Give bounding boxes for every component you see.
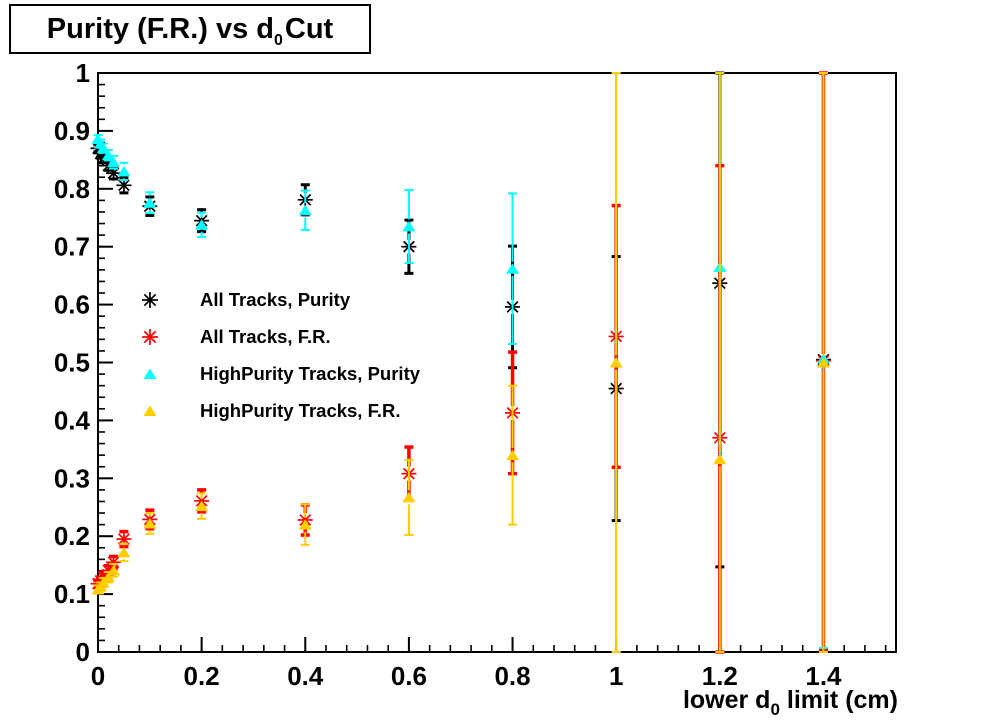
plot-title: Purity (F.R.) vs d 0 Cut	[9, 4, 371, 54]
triangle-marker	[117, 165, 131, 177]
y-tick-label: 0.5	[54, 348, 90, 378]
triangle-marker	[107, 564, 121, 576]
y-tick-label: 0.3	[54, 463, 90, 493]
y-tick-label: 0.8	[54, 174, 90, 204]
legend-label: HighPurity Tracks, F.R.	[200, 400, 400, 421]
x-tick-label: 0.2	[184, 661, 220, 691]
legend-label: All Tracks, Purity	[200, 289, 351, 310]
triangle-marker	[101, 149, 115, 161]
y-tick-label: 0.6	[54, 290, 90, 320]
legend-item-all-tracks-fr: All Tracks, F.R.	[142, 326, 331, 347]
triangle-marker	[117, 546, 131, 558]
triangle-marker	[143, 517, 157, 529]
legend-label: All Tracks, F.R.	[200, 326, 331, 347]
x-tick-label: 1.2	[702, 661, 738, 691]
triangle-marker	[609, 357, 623, 368]
x-axis-title: lower d0 limit (cm)	[683, 686, 898, 719]
x-tick-label: 0.8	[494, 661, 530, 691]
triangle-marker	[402, 491, 416, 503]
triangle-marker	[107, 156, 121, 168]
x-tick-label: 0.4	[287, 661, 324, 691]
x-tick-label: 1	[609, 661, 623, 691]
triangle-marker	[143, 368, 157, 379]
y-tick-label: 0.9	[54, 116, 90, 146]
plot-title-subscript: 0	[274, 32, 283, 49]
triangle-marker	[402, 220, 416, 232]
triangle-marker	[298, 204, 312, 216]
triangle-marker	[101, 571, 115, 583]
legend: All Tracks, Purity All Tracks, F.R. HighPu…	[142, 289, 421, 421]
axes: 0 0.1 0.2 0.3 0.4 0.5 0.6 0.7 0.8 0.9 1 0 0.2 0.4 0.6 0…	[54, 58, 898, 719]
y-tick-label: 0.4	[54, 405, 91, 435]
x-tick-label: 0.6	[391, 661, 427, 691]
legend-item-highpurity-tracks-fr: HighPurity Tracks, F.R.	[143, 400, 400, 421]
triangle-marker	[816, 357, 830, 368]
triangle-marker	[143, 405, 157, 416]
y-tick-label: 0.2	[54, 521, 90, 551]
y-tick-label: 1	[76, 58, 90, 88]
triangle-marker	[713, 453, 727, 465]
plot-title-suffix: Cut	[284, 12, 334, 45]
legend-label: HighPurity Tracks, Purity	[200, 363, 421, 384]
asterisk-marker	[142, 292, 158, 308]
triangle-marker	[506, 449, 520, 461]
x-tick-label: 1.4	[805, 661, 842, 691]
plot-title-text: Purity (F.R.) vs d	[46, 12, 274, 45]
legend-item-highpurity-tracks-purity: HighPurity Tracks, Purity	[143, 363, 421, 384]
triangle-marker	[506, 263, 520, 274]
y-tick-label: 0.7	[54, 232, 90, 262]
x-tick-label: 0	[91, 661, 105, 691]
asterisk-marker	[142, 329, 158, 345]
triangle-marker	[195, 500, 209, 512]
triangle-marker	[143, 197, 157, 208]
triangle-marker	[298, 519, 312, 530]
y-tick-label: 0	[76, 637, 90, 667]
triangle-marker	[195, 219, 209, 230]
legend-item-all-tracks-purity: All Tracks, Purity	[142, 289, 351, 310]
data-series-highpurity-tracks-fr	[91, 72, 830, 653]
y-tick-label: 0.1	[54, 579, 90, 609]
